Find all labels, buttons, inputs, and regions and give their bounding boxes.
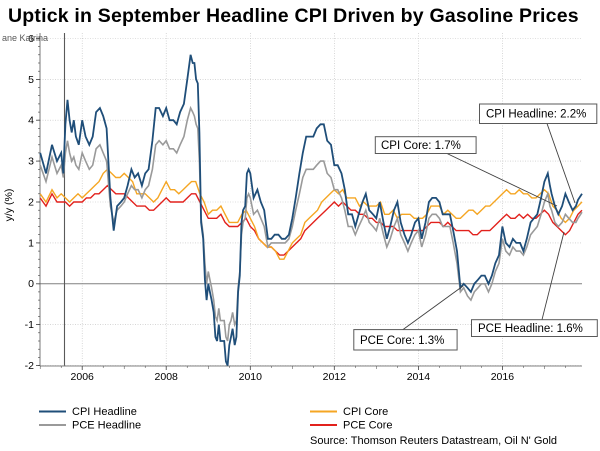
svg-text:CPI Core: CPI Core [343, 406, 388, 418]
svg-text:2008: 2008 [155, 371, 179, 383]
svg-text:2006: 2006 [71, 371, 95, 383]
svg-text:4: 4 [28, 115, 34, 127]
svg-text:CPI Headline: CPI Headline [72, 406, 137, 418]
svg-text:PCE Core: PCE Core [343, 420, 393, 432]
svg-text:2: 2 [28, 197, 34, 209]
svg-text:5: 5 [28, 74, 34, 86]
svg-text:2016: 2016 [491, 371, 515, 383]
svg-text:CPI Headline: 2.2%: CPI Headline: 2.2% [486, 109, 586, 121]
svg-text:PCE Core: 1.3%: PCE Core: 1.3% [360, 335, 444, 347]
svg-text:ane Katrina: ane Katrina [2, 33, 48, 43]
svg-text:PCE Headline: PCE Headline [72, 420, 141, 432]
svg-text:3: 3 [28, 156, 34, 168]
svg-text:2012: 2012 [323, 371, 347, 383]
svg-text:Source: Thomson Reuters Datast: Source: Thomson Reuters Datastream, Oil … [310, 435, 557, 447]
svg-text:2010: 2010 [239, 371, 263, 383]
svg-text:CPI Core: 1.7%: CPI Core: 1.7% [381, 140, 461, 152]
svg-text:0: 0 [28, 278, 34, 290]
svg-text:1: 1 [28, 238, 34, 250]
svg-text:-2: -2 [25, 360, 34, 372]
svg-text:PCE Headline: 1.6%: PCE Headline: 1.6% [478, 323, 583, 335]
svg-text:2014: 2014 [407, 371, 431, 383]
svg-text:-1: -1 [25, 319, 34, 331]
svg-text:y/y (%): y/y (%) [3, 189, 15, 222]
